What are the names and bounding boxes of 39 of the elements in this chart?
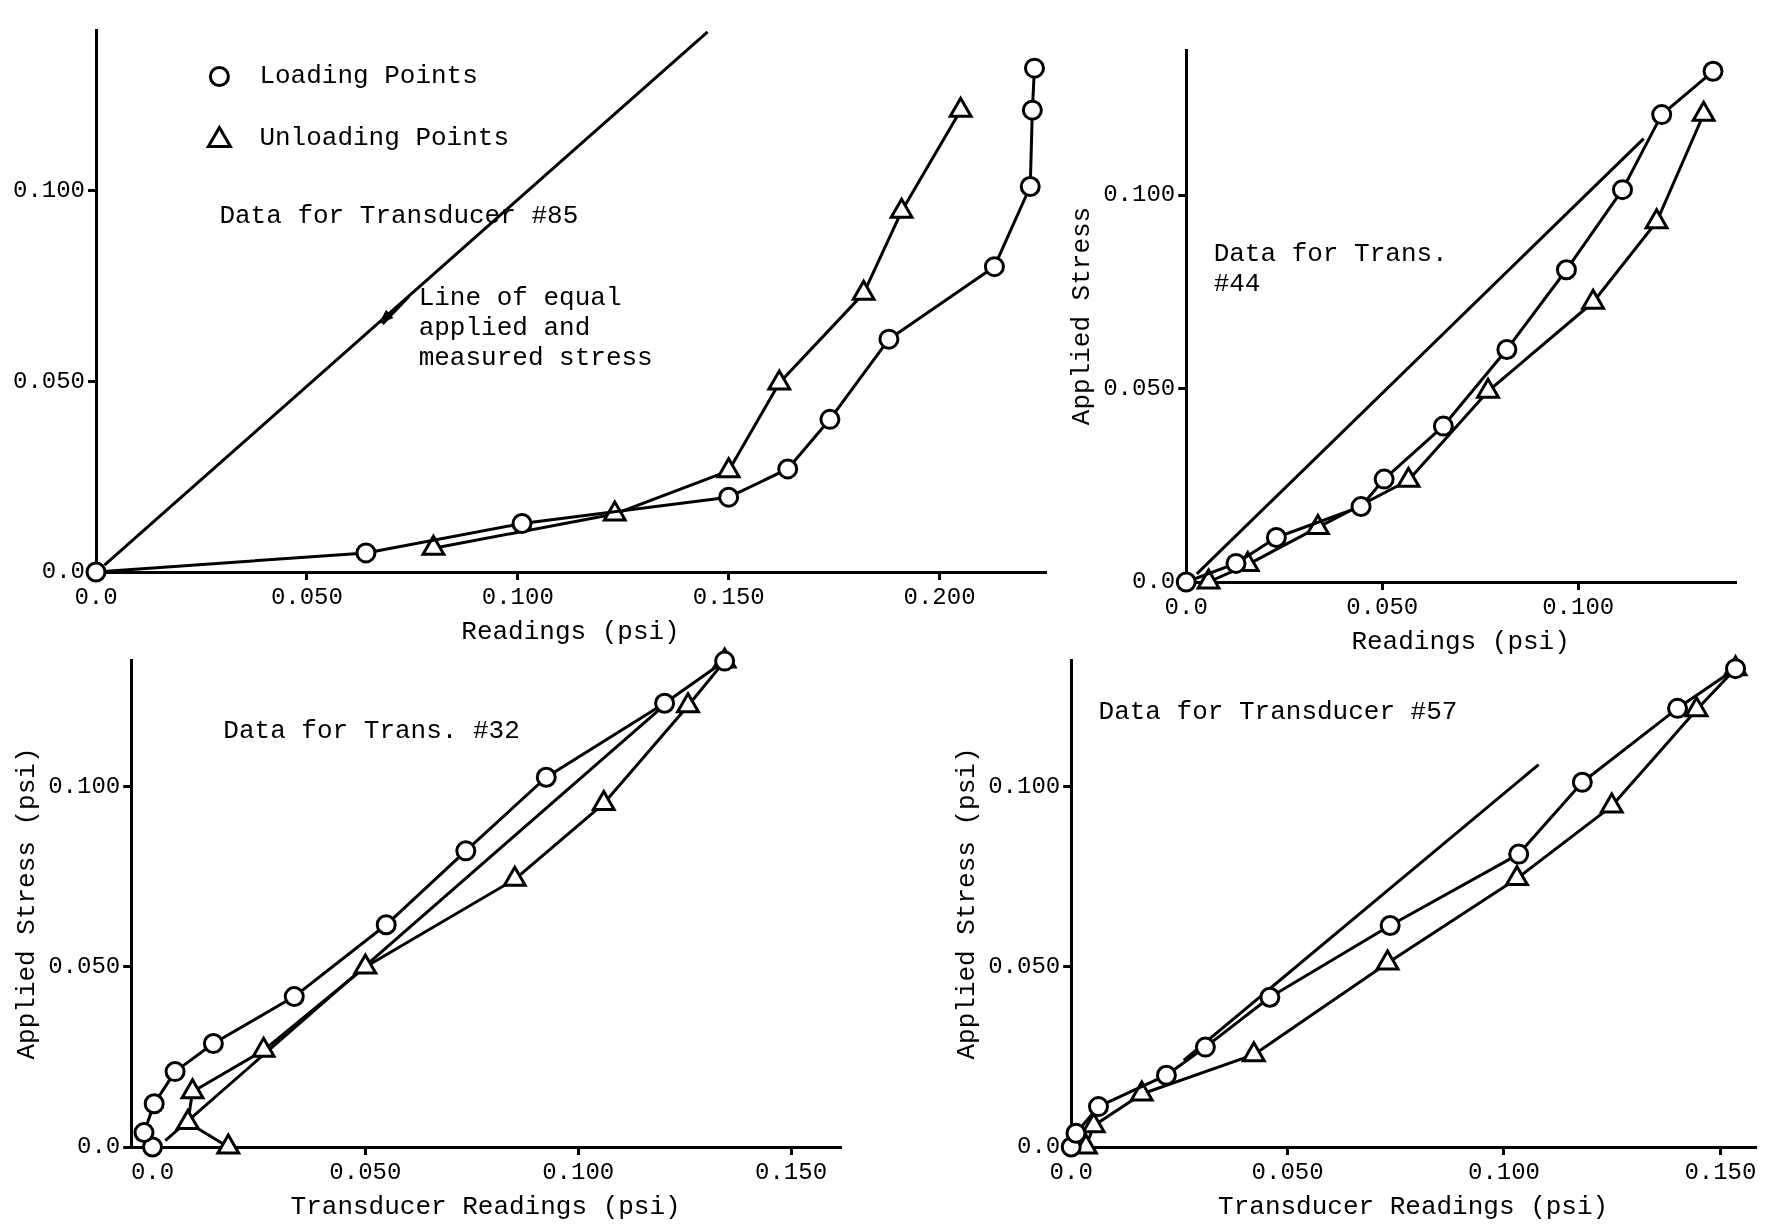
x-tick-label: 0.050 [270, 583, 343, 611]
x-axis-title: Readings (psi) [461, 617, 680, 648]
text: Data for Trans. #32 [223, 716, 520, 747]
y-tick-label: 0.050 [48, 952, 121, 980]
x-tick-label: 0.150 [692, 583, 765, 611]
x-tick-label: 0.100 [1542, 593, 1615, 621]
y-tick-label: 0.0 [41, 558, 86, 586]
y-axis-title: Applied Stress (psi) [12, 747, 43, 1060]
x-tick-label: 0.100 [542, 1158, 615, 1186]
legend-label: Loading Points [259, 61, 478, 92]
x-tick-label: 0.150 [1684, 1158, 1757, 1186]
x-axis-title: Transducer Readings (psi) [290, 1192, 681, 1223]
text: Data for Transducer #57 [1098, 696, 1458, 727]
x-tick-label: 0.100 [1467, 1158, 1540, 1186]
y-tick-label: 0.0 [1016, 1133, 1061, 1161]
y-axis-title: Applied Stress [1067, 206, 1098, 426]
x-tick-label: 0.0 [130, 1158, 175, 1186]
x-tick-label: 0.100 [481, 583, 554, 611]
y-tick-label: 0.050 [1103, 374, 1176, 402]
y-tick-label: 0.100 [13, 176, 86, 204]
x-axis-title: Transducer Readings (psi) [1218, 1192, 1609, 1223]
x-tick-label: 0.150 [755, 1158, 828, 1186]
y-tick-label: 0.0 [76, 1133, 121, 1161]
x-tick-label: 0.200 [903, 583, 976, 611]
y-tick-label: 0.050 [13, 367, 86, 395]
y-tick-label: 0.100 [1103, 181, 1176, 209]
x-tick-label: 0.050 [1251, 1158, 1324, 1186]
y-tick-label: 0.100 [48, 772, 121, 800]
x-tick-label: 0.050 [329, 1158, 402, 1186]
y-axis-title: Applied Stress (psi) [952, 747, 983, 1060]
y-tick-label: 0.100 [988, 772, 1061, 800]
x-tick-label: 0.0 [1049, 1158, 1093, 1186]
x-axis-title: Readings (psi) [1351, 627, 1570, 658]
y-tick-label: 0.050 [988, 952, 1061, 980]
x-tick-label: 0.050 [1346, 593, 1419, 621]
text: Data for Trans. #44 [1213, 239, 1448, 300]
x-tick-label: 0.0 [1164, 593, 1208, 621]
legend-label: Unloading Points [259, 123, 510, 154]
annotation: Line of equal applied and measured stress [418, 282, 653, 373]
